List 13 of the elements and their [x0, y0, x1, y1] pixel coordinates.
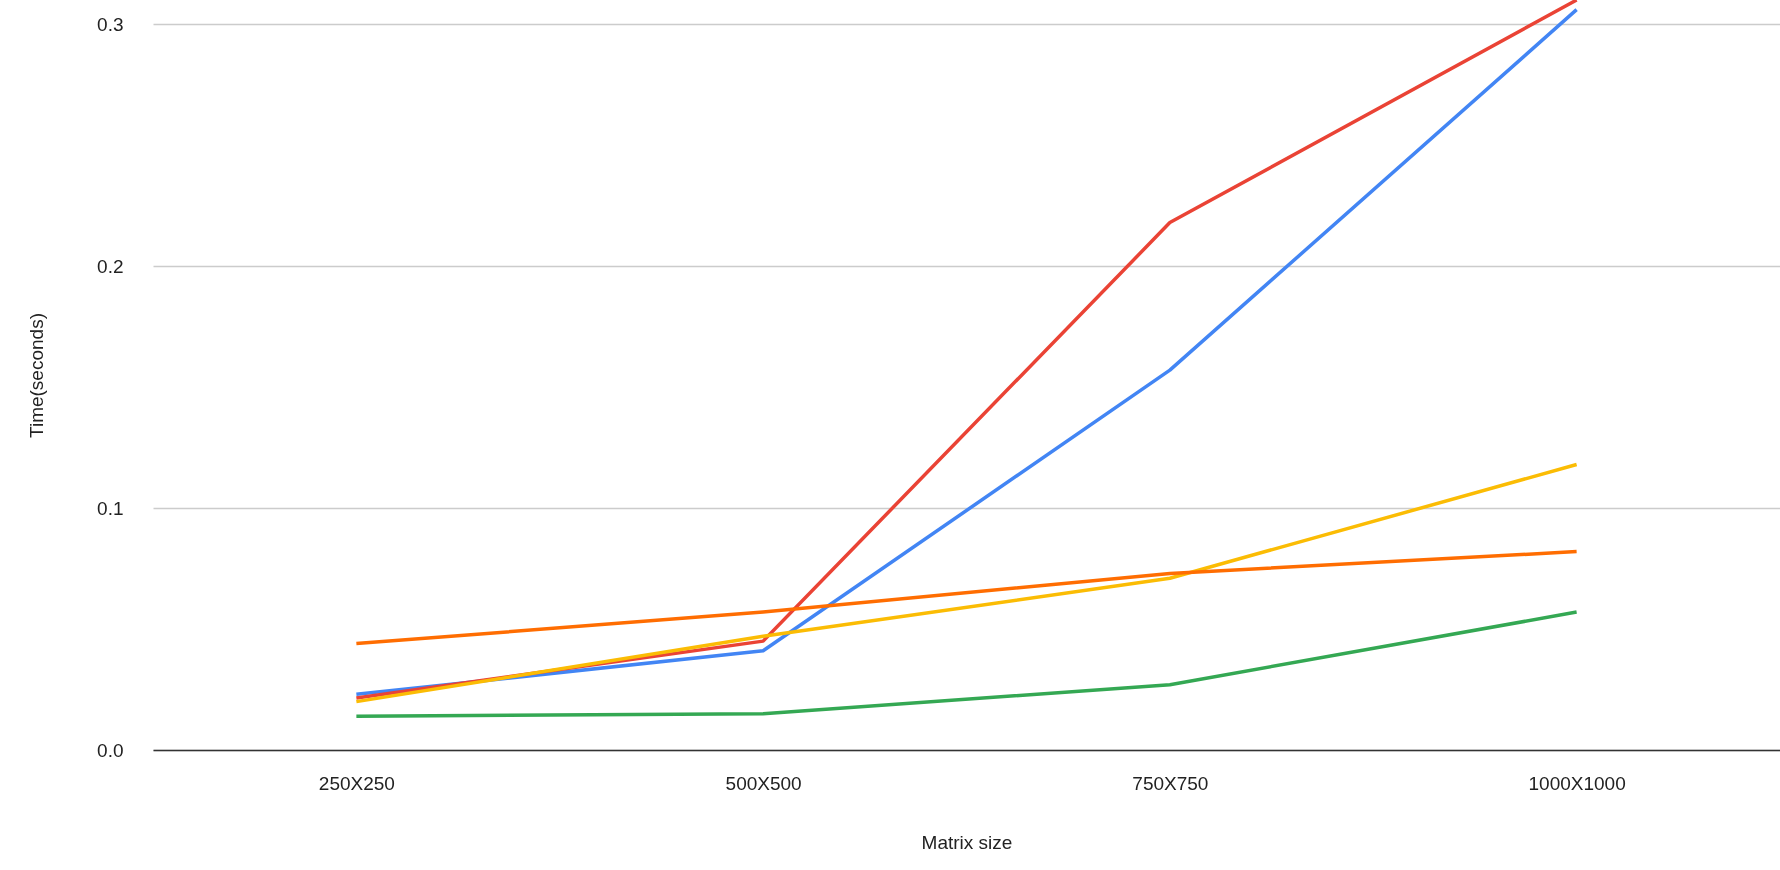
x-tick-label: 500X500 [725, 772, 802, 794]
x-tick-label: 750X750 [1132, 772, 1209, 794]
y-tick-label: 0.0 [97, 739, 124, 761]
x-tick-label: 250X250 [318, 772, 395, 794]
y-tick-label: 0.1 [97, 497, 124, 519]
line-series [354, 462, 1579, 704]
y-tick-label: 0.2 [97, 255, 124, 277]
x-axis-title: Matrix size [921, 831, 1013, 853]
line-series [354, 549, 1579, 646]
y-tick-label: 0.3 [97, 13, 124, 35]
y-axis-title: Time(seconds) [26, 313, 48, 438]
line-series [354, 610, 1579, 718]
x-tick-label: 1000X1000 [1528, 772, 1626, 794]
